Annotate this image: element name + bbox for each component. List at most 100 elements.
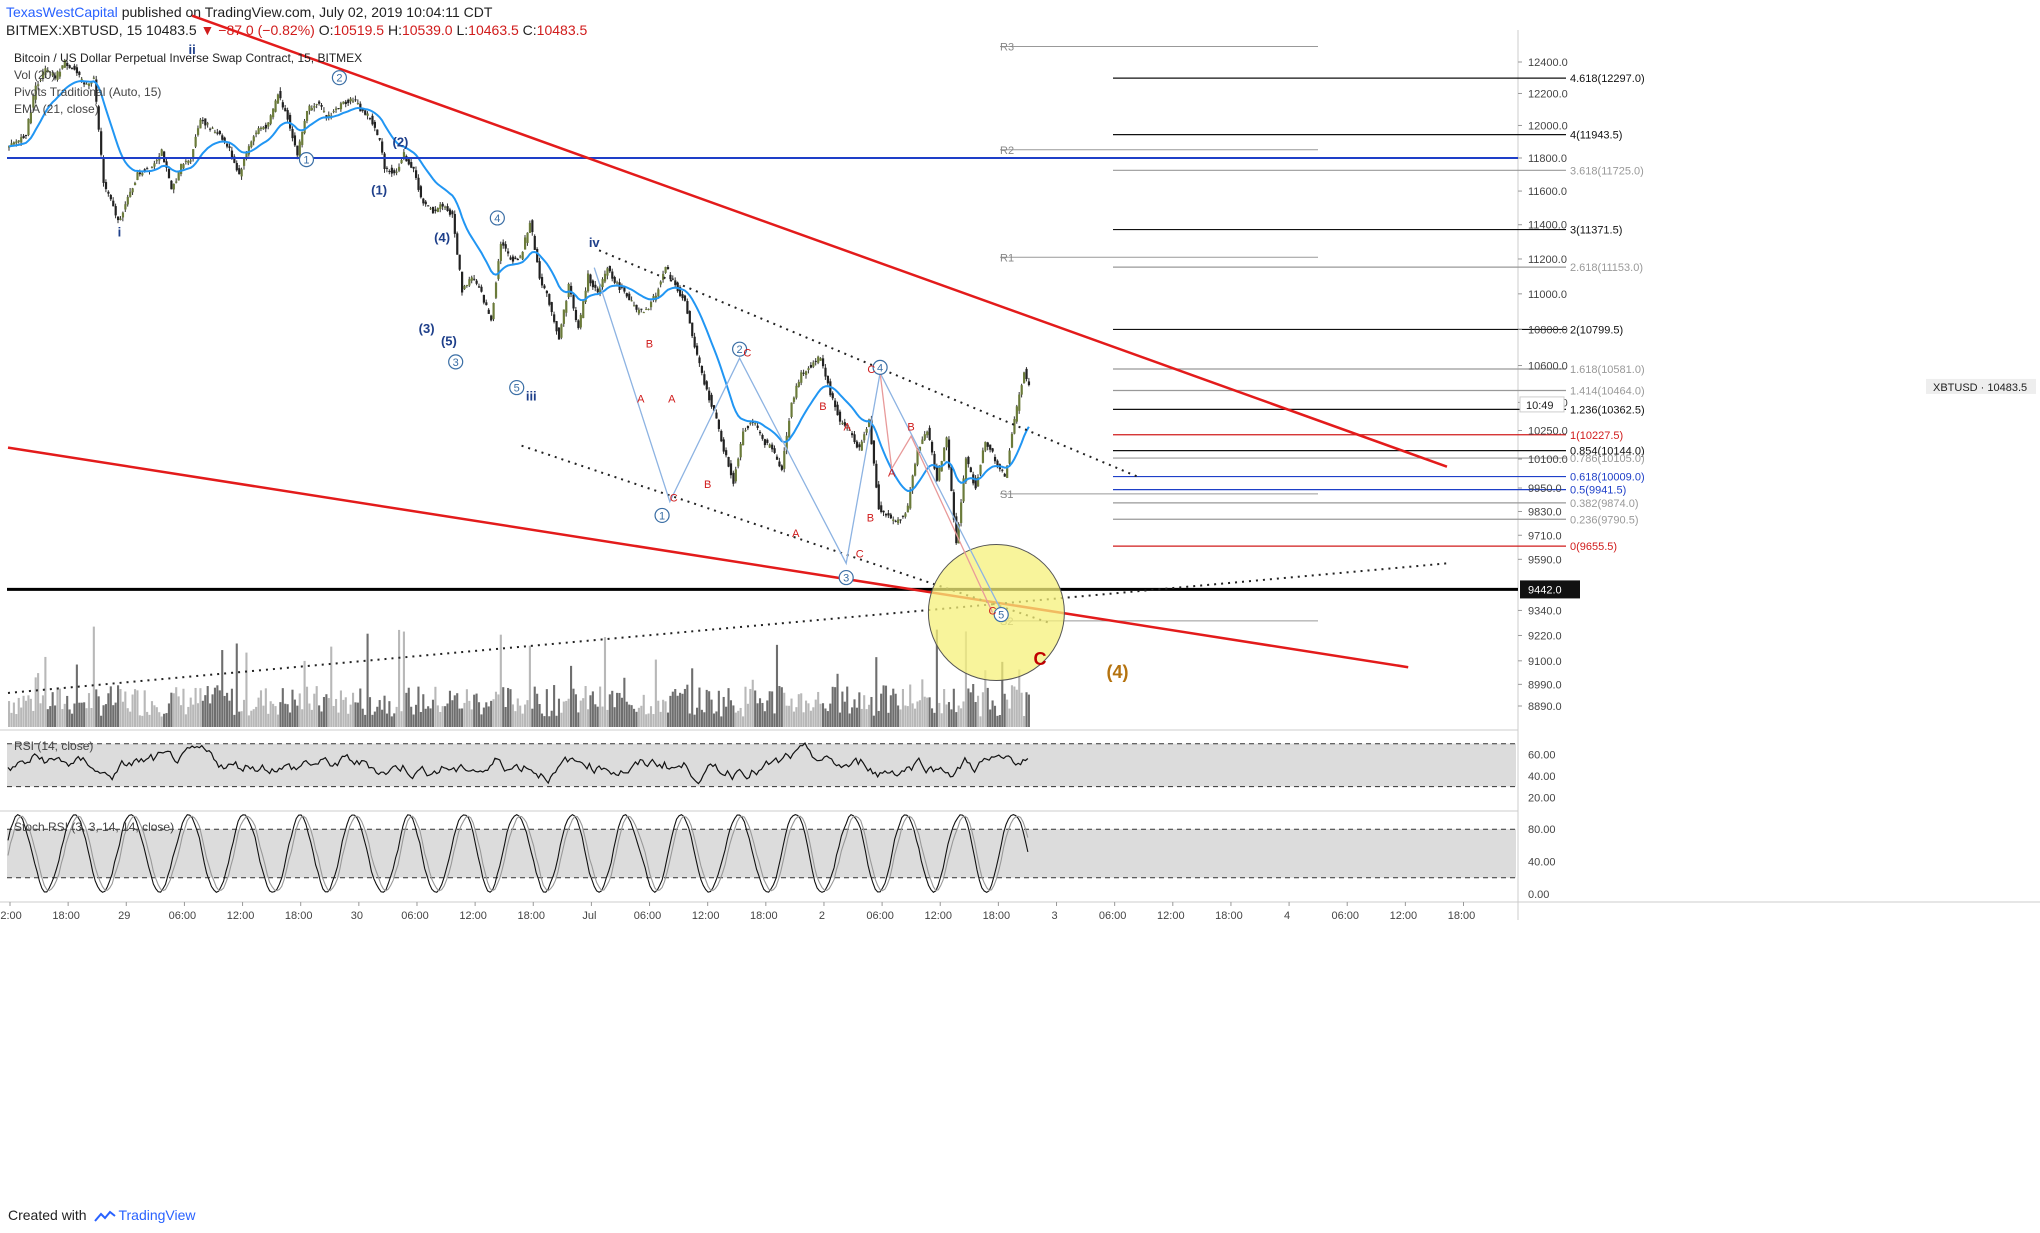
candle-body — [216, 132, 219, 134]
volume-bar — [419, 711, 422, 727]
volume-bar — [296, 705, 299, 727]
candle-body — [945, 437, 948, 448]
volume-bar — [327, 698, 330, 727]
volume-bar — [645, 714, 648, 727]
time-axis-tick-label: 06:00 — [866, 910, 894, 922]
candle-body — [242, 157, 246, 166]
volume-bar — [388, 701, 391, 727]
volume-bar — [870, 696, 873, 727]
volume-bar — [904, 705, 907, 727]
volume-bar — [511, 704, 514, 727]
price-axis-tick-label: 12200.0 — [1528, 88, 1568, 100]
volume-bar — [497, 694, 500, 727]
volume-bar — [652, 714, 655, 727]
fib-label: 4(11943.5) — [1570, 130, 1622, 142]
stoch-axis-tick-label: 40.00 — [1528, 857, 1556, 869]
candle-body — [611, 271, 614, 279]
candle-body — [206, 123, 209, 125]
candle-body — [1001, 469, 1004, 471]
volume-bar — [654, 659, 657, 727]
volume-bar — [608, 694, 611, 727]
fib-label: 0.236(9790.5) — [1570, 514, 1639, 526]
volume-bar — [712, 713, 716, 727]
candle-body — [979, 464, 982, 475]
candle-body — [95, 79, 98, 102]
price-axis-tick-label: 10100.0 — [1528, 454, 1568, 466]
candle-body — [659, 281, 662, 285]
volume-bar — [955, 712, 958, 727]
volume-bar — [666, 712, 670, 727]
volume-bar — [148, 714, 151, 727]
volume-bar — [746, 703, 749, 727]
volume-bar — [381, 709, 384, 727]
candle-body — [337, 108, 340, 110]
candle-body — [855, 441, 859, 448]
candle-body — [729, 463, 733, 476]
candle-body — [153, 163, 156, 167]
volume-bar — [126, 708, 129, 727]
candle-body — [482, 294, 486, 303]
volume-bar — [611, 690, 614, 727]
candle-body — [129, 191, 132, 197]
candle-body — [73, 65, 76, 70]
volume-bar — [477, 702, 481, 727]
candle-body — [669, 274, 672, 280]
candle-body — [700, 366, 704, 373]
time-axis-tick-label: 12:00 — [227, 910, 255, 922]
candle-body — [509, 257, 512, 260]
candle-body — [126, 196, 129, 205]
candle-body — [453, 213, 456, 234]
candle-body — [272, 108, 275, 118]
candle-body — [417, 177, 420, 190]
fib-label: 4.618(12297.0) — [1570, 73, 1645, 85]
time-axis-tick-label: 18:00 — [983, 910, 1011, 922]
volume-bar — [206, 686, 209, 727]
volume-bar — [620, 697, 623, 727]
candle-body — [167, 168, 171, 179]
candle-body — [657, 289, 660, 297]
rsi-axis-tick-label: 40.00 — [1528, 771, 1556, 783]
candle-body — [468, 279, 471, 286]
time-axis-tick-label: Jul — [582, 910, 596, 922]
candle-body — [327, 114, 330, 117]
candle-body — [364, 110, 367, 115]
candle-body — [1008, 450, 1011, 464]
time-axis-tick-label: 18:00 — [750, 910, 778, 922]
candle-body — [943, 447, 946, 462]
volume-bar — [27, 695, 30, 727]
wave-label: (2) — [392, 135, 408, 150]
candle-body — [342, 101, 345, 104]
candle-body — [591, 280, 595, 288]
volume-bar — [15, 714, 18, 727]
volume-bar — [12, 702, 15, 727]
candle-body — [795, 385, 798, 398]
candle-body — [705, 381, 708, 390]
tradingview-brand[interactable]: TradingView — [118, 1207, 196, 1223]
volume-bar — [969, 692, 972, 727]
volume-bar — [29, 698, 32, 727]
volume-bar — [555, 715, 558, 727]
volume-bar — [75, 664, 78, 727]
volume-bar — [456, 693, 459, 727]
candle-body — [347, 99, 350, 104]
author-link[interactable]: TexasWestCapital — [6, 4, 118, 20]
wave-circle-label: 2 — [336, 73, 342, 85]
volume-bar — [119, 689, 122, 727]
candle-body — [662, 273, 665, 280]
candle-body — [848, 429, 851, 431]
volume-bar — [424, 708, 427, 727]
volume-bar — [543, 716, 546, 727]
volume-bar — [553, 685, 556, 727]
candle-body — [613, 277, 616, 283]
candle-body — [899, 519, 902, 521]
low-value: 10463.5 — [468, 22, 519, 38]
wave-label: (4) — [1107, 662, 1129, 682]
candle-body — [986, 442, 989, 447]
fib-label: 1.414(10464.0) — [1570, 386, 1645, 398]
time-axis-tick-label: 18:00 — [517, 910, 545, 922]
volume-bar — [584, 686, 587, 727]
volume-bar — [499, 634, 502, 727]
volume-bar — [977, 695, 980, 727]
candle-body — [267, 122, 270, 127]
